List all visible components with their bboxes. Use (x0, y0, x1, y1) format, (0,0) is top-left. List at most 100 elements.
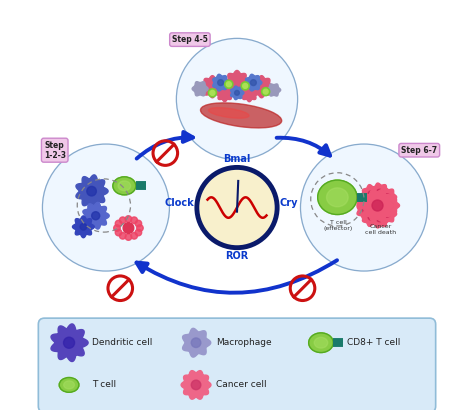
Circle shape (263, 89, 268, 94)
Polygon shape (363, 185, 381, 204)
Circle shape (87, 186, 96, 196)
Circle shape (197, 86, 203, 92)
Ellipse shape (201, 103, 282, 128)
Text: Bmal: Bmal (223, 154, 251, 164)
Ellipse shape (314, 337, 328, 348)
Circle shape (250, 80, 256, 85)
Text: Dendritic cell: Dendritic cell (91, 338, 152, 347)
Text: CD8+ T cell: CD8+ T cell (347, 338, 400, 347)
Circle shape (272, 88, 276, 92)
Polygon shape (371, 209, 389, 228)
Circle shape (372, 200, 383, 211)
Circle shape (262, 88, 270, 96)
Polygon shape (246, 74, 262, 91)
Circle shape (246, 90, 252, 96)
Circle shape (135, 220, 142, 227)
Circle shape (43, 144, 169, 271)
Text: Step
1-2-3: Step 1-2-3 (44, 141, 66, 160)
Polygon shape (201, 76, 223, 98)
Circle shape (115, 220, 122, 227)
Circle shape (376, 215, 383, 222)
Circle shape (209, 83, 216, 90)
Circle shape (222, 90, 228, 96)
Circle shape (383, 194, 390, 201)
Circle shape (114, 225, 120, 231)
Text: Clock: Clock (164, 199, 194, 208)
Text: Step 6-7: Step 6-7 (401, 146, 438, 155)
Polygon shape (83, 202, 109, 229)
Polygon shape (357, 201, 376, 219)
Polygon shape (378, 204, 397, 224)
Circle shape (258, 83, 265, 90)
Circle shape (137, 225, 143, 231)
Circle shape (218, 80, 224, 85)
Polygon shape (371, 183, 389, 202)
Polygon shape (51, 324, 88, 362)
FancyArrowPatch shape (137, 260, 337, 293)
Polygon shape (73, 216, 94, 238)
Circle shape (363, 198, 369, 204)
Circle shape (301, 144, 428, 271)
Polygon shape (267, 84, 281, 96)
Text: Macrophage: Macrophage (216, 338, 271, 347)
Circle shape (91, 212, 100, 220)
Circle shape (125, 216, 132, 222)
Polygon shape (381, 196, 400, 215)
Polygon shape (378, 187, 397, 207)
Polygon shape (213, 74, 229, 91)
Circle shape (64, 337, 74, 348)
Circle shape (176, 38, 298, 159)
Polygon shape (357, 192, 376, 210)
Ellipse shape (59, 378, 79, 392)
Polygon shape (181, 371, 211, 399)
Circle shape (368, 191, 374, 197)
Circle shape (227, 82, 231, 87)
Circle shape (209, 89, 217, 97)
Circle shape (135, 229, 142, 236)
Circle shape (80, 224, 87, 230)
Circle shape (235, 90, 239, 95)
Polygon shape (361, 189, 394, 222)
Circle shape (125, 234, 132, 240)
Polygon shape (225, 70, 249, 95)
Text: Cancer
cell death: Cancer cell death (365, 224, 396, 235)
Ellipse shape (318, 180, 357, 215)
Circle shape (119, 217, 126, 224)
FancyArrowPatch shape (137, 132, 193, 159)
Polygon shape (216, 84, 234, 102)
Circle shape (191, 338, 201, 348)
Text: T cell
(effector): T cell (effector) (324, 220, 353, 231)
Circle shape (191, 380, 201, 390)
Circle shape (197, 167, 277, 248)
Polygon shape (240, 84, 258, 102)
Text: Cancer cell: Cancer cell (216, 381, 266, 389)
Text: ROR: ROR (225, 251, 249, 261)
Ellipse shape (64, 381, 74, 389)
Ellipse shape (309, 333, 333, 353)
Circle shape (225, 80, 233, 88)
Polygon shape (76, 175, 108, 208)
Polygon shape (182, 328, 211, 357)
Text: Step 4-5: Step 4-5 (172, 35, 208, 44)
Circle shape (115, 229, 122, 236)
Ellipse shape (209, 108, 249, 118)
Circle shape (383, 210, 390, 217)
Circle shape (376, 189, 383, 196)
FancyArrowPatch shape (277, 138, 330, 156)
Ellipse shape (327, 188, 348, 207)
Circle shape (119, 233, 126, 239)
Circle shape (386, 202, 393, 209)
Ellipse shape (113, 177, 136, 195)
Circle shape (131, 233, 137, 239)
Circle shape (243, 83, 247, 88)
Circle shape (210, 90, 215, 95)
Ellipse shape (118, 181, 131, 191)
Circle shape (368, 214, 374, 220)
FancyBboxPatch shape (38, 318, 436, 411)
Circle shape (131, 217, 137, 224)
Circle shape (363, 207, 369, 213)
Polygon shape (363, 207, 381, 226)
Polygon shape (251, 76, 273, 98)
Polygon shape (231, 86, 244, 99)
Text: T cell: T cell (91, 381, 116, 389)
